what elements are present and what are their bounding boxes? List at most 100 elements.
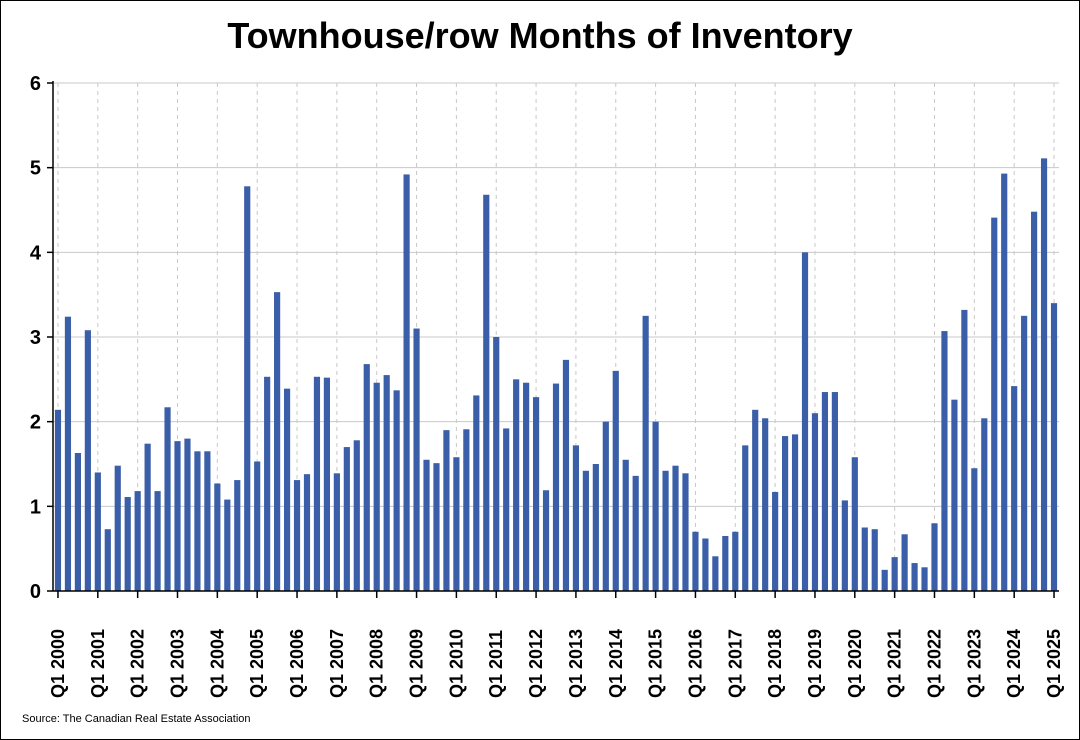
bar xyxy=(493,337,500,591)
bar xyxy=(941,331,948,591)
bar xyxy=(244,186,251,591)
x-tick-label: Q1 2004 xyxy=(207,629,227,698)
bar xyxy=(433,463,440,591)
x-tick-label: Q1 2022 xyxy=(924,629,944,698)
bar xyxy=(293,480,301,591)
bar xyxy=(791,434,799,591)
bar xyxy=(552,383,560,591)
x-tick-label: Q1 2009 xyxy=(407,629,427,698)
bar xyxy=(154,491,161,591)
bar xyxy=(234,480,241,591)
bar xyxy=(642,315,649,591)
bar xyxy=(204,451,211,591)
bar xyxy=(363,364,370,591)
bar xyxy=(393,390,400,591)
bar xyxy=(343,447,350,591)
y-tick-label: 0 xyxy=(30,581,41,603)
bar xyxy=(443,430,450,591)
bar xyxy=(114,465,121,591)
bar xyxy=(174,441,181,591)
bar xyxy=(1031,211,1038,591)
bar xyxy=(164,407,171,591)
bar xyxy=(1001,173,1008,592)
bar xyxy=(323,377,330,591)
y-tick-label: 6 xyxy=(30,73,41,95)
bar xyxy=(612,370,619,591)
bar xyxy=(861,527,868,591)
y-tick-label: 2 xyxy=(30,412,41,434)
bar xyxy=(602,421,609,591)
bar xyxy=(682,473,689,591)
bar xyxy=(772,491,779,591)
bar xyxy=(961,309,968,591)
bar xyxy=(951,399,958,591)
bar xyxy=(54,409,62,591)
bar xyxy=(283,388,291,591)
x-tick-label: Q1 2016 xyxy=(685,629,705,698)
bar xyxy=(84,330,91,591)
x-tick-label: Q1 2025 xyxy=(1044,629,1064,698)
x-tick-label: Q1 2002 xyxy=(128,629,148,698)
bar xyxy=(971,468,978,591)
y-tick-label: 1 xyxy=(30,496,41,518)
x-tick-label: Q1 2021 xyxy=(885,629,905,698)
bar xyxy=(831,392,838,591)
x-tick-label: Q1 2015 xyxy=(646,629,666,698)
x-tick-label: Q1 2011 xyxy=(486,630,506,698)
y-tick-label: 4 xyxy=(30,242,42,264)
bar xyxy=(622,459,629,591)
bar xyxy=(811,413,819,591)
x-tick-label: Q1 2023 xyxy=(964,629,984,698)
bar xyxy=(1011,386,1018,591)
bar xyxy=(224,499,231,591)
x-tick-label: Q1 2019 xyxy=(805,629,825,698)
x-tick-label: Q1 2008 xyxy=(367,629,387,698)
bar xyxy=(104,529,111,591)
bar xyxy=(74,452,81,591)
bar xyxy=(144,443,151,591)
bar xyxy=(403,174,410,591)
bar xyxy=(134,491,141,591)
x-tick-label: Q1 2001 xyxy=(88,629,108,698)
bar xyxy=(214,483,221,591)
x-tick-label: Q1 2017 xyxy=(725,629,745,698)
x-tick-label: Q1 2000 xyxy=(48,629,68,698)
bar xyxy=(712,556,719,591)
bar xyxy=(313,376,321,591)
bar xyxy=(722,535,729,591)
x-tick-label: Q1 2013 xyxy=(566,629,586,698)
bar xyxy=(672,465,679,591)
bar xyxy=(742,445,749,591)
bar xyxy=(64,316,72,591)
x-tick-label: Q1 2018 xyxy=(765,629,785,698)
bar xyxy=(542,490,550,591)
bar xyxy=(981,418,988,591)
bar xyxy=(1050,303,1058,591)
bar xyxy=(423,459,430,591)
bar xyxy=(473,395,480,591)
bar xyxy=(881,569,888,591)
bar xyxy=(503,428,510,591)
bar xyxy=(513,379,520,591)
x-tick-label: Q1 2012 xyxy=(526,629,546,698)
bar xyxy=(264,376,271,591)
bar xyxy=(562,359,570,591)
x-tick-label: Q1 2014 xyxy=(606,629,626,698)
bar xyxy=(463,429,470,591)
bar xyxy=(662,470,669,591)
source-note: Source: The Canadian Real Estate Associa… xyxy=(22,713,251,725)
y-tick-label: 3 xyxy=(30,327,41,349)
bar xyxy=(921,567,928,591)
x-tick-label: Q1 2003 xyxy=(168,629,188,698)
y-tick-label: 5 xyxy=(30,158,41,180)
bar xyxy=(991,217,998,591)
bar xyxy=(702,538,709,591)
bar xyxy=(652,421,659,591)
x-tick-label: Q1 2010 xyxy=(446,629,466,698)
bar xyxy=(752,409,759,591)
bar xyxy=(184,438,191,591)
x-tick-label: Q1 2006 xyxy=(287,629,307,698)
bar xyxy=(353,440,360,591)
bar xyxy=(841,500,848,591)
